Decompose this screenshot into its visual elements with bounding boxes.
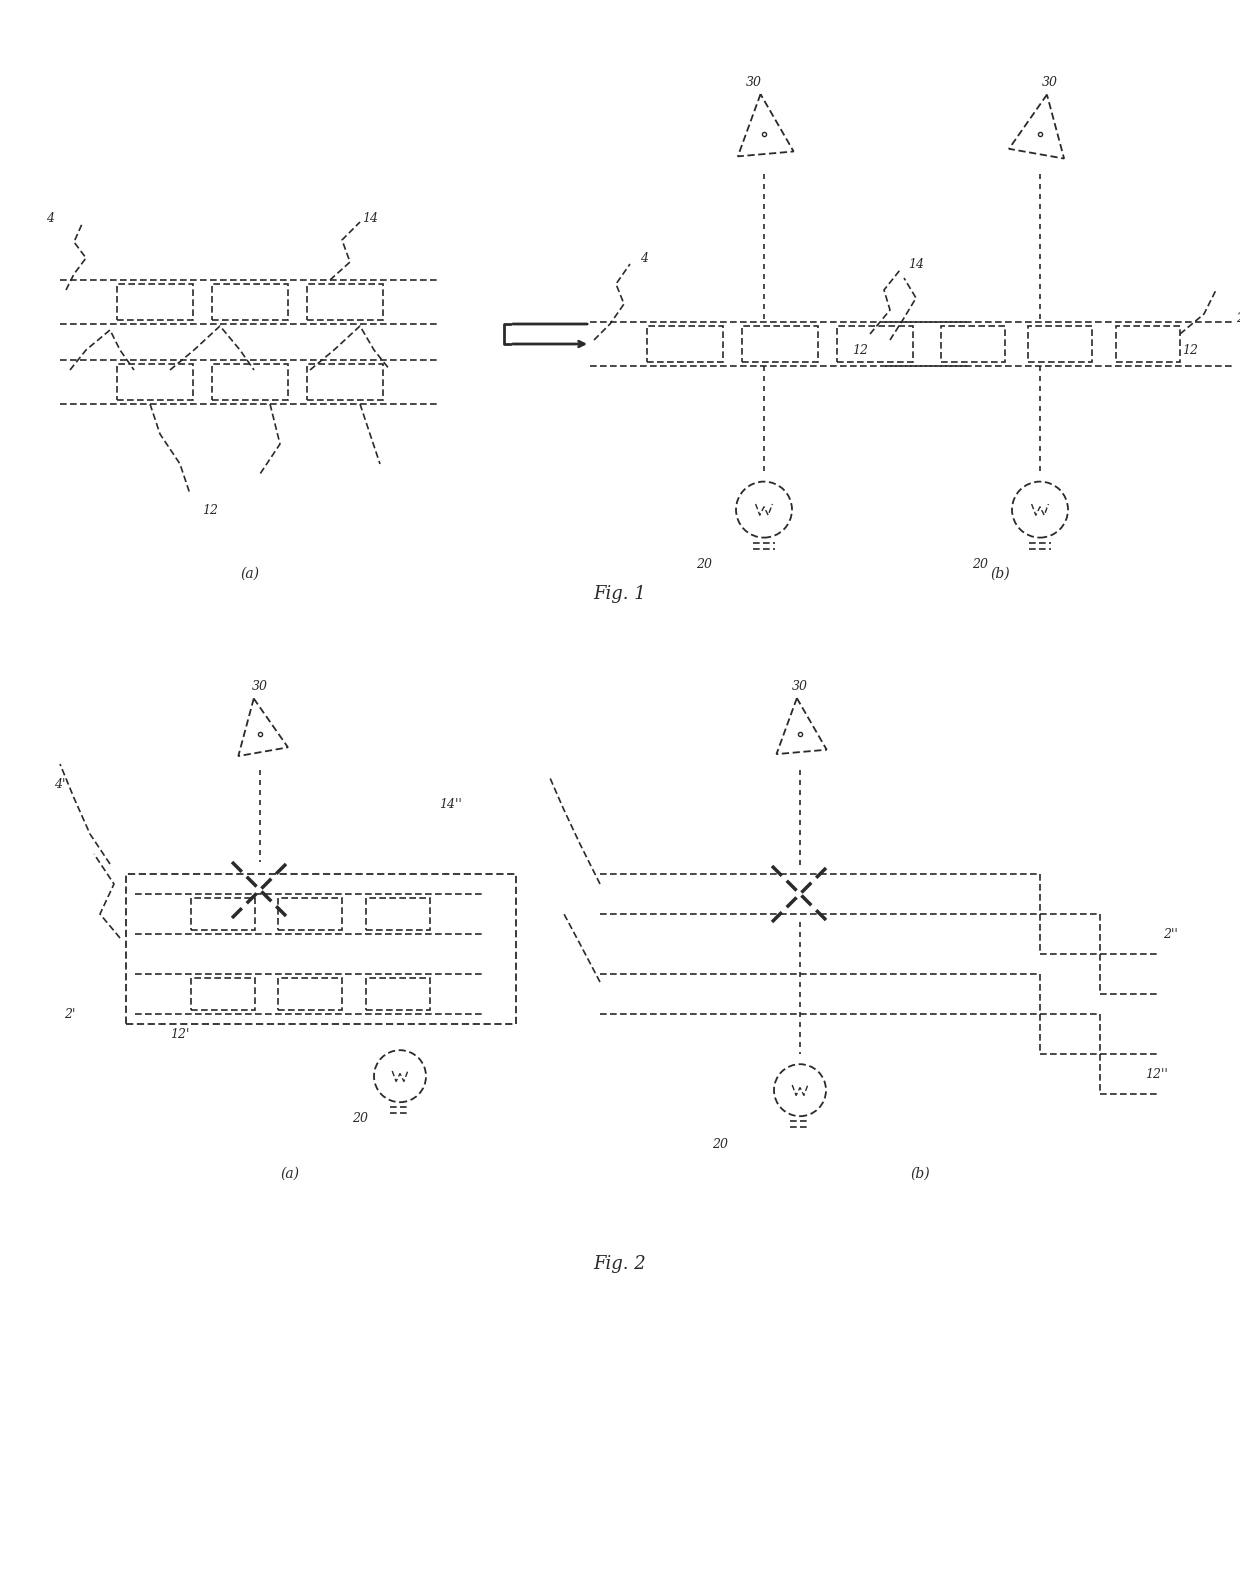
Text: 12: 12 xyxy=(852,343,868,356)
Text: 12'': 12'' xyxy=(1145,1067,1167,1080)
Bar xyxy=(117,364,193,400)
Text: Fig. 1: Fig. 1 xyxy=(594,586,646,603)
Bar xyxy=(366,977,429,1011)
Bar xyxy=(308,364,383,400)
Bar xyxy=(366,899,429,930)
Text: 2'': 2'' xyxy=(1163,927,1177,941)
Text: (a): (a) xyxy=(280,1166,300,1180)
Text: 2: 2 xyxy=(1236,312,1240,324)
Bar xyxy=(117,283,193,320)
Bar xyxy=(1116,326,1179,362)
Bar xyxy=(126,874,516,1025)
Text: 20: 20 xyxy=(712,1138,728,1151)
Text: 14'': 14'' xyxy=(439,798,461,811)
Text: 20: 20 xyxy=(696,557,712,570)
Bar xyxy=(278,899,342,930)
Text: 2': 2' xyxy=(64,1007,76,1020)
Bar xyxy=(647,326,723,362)
Text: (a): (a) xyxy=(241,567,259,581)
Bar xyxy=(212,364,288,400)
Text: 4: 4 xyxy=(46,211,55,225)
Text: 20: 20 xyxy=(972,557,988,570)
Bar xyxy=(308,283,383,320)
Bar xyxy=(837,326,913,362)
Bar xyxy=(742,326,818,362)
Bar xyxy=(940,326,1004,362)
Text: 4: 4 xyxy=(640,252,649,264)
Text: (b): (b) xyxy=(991,567,1009,581)
Text: (b): (b) xyxy=(910,1166,930,1180)
Text: 12': 12' xyxy=(170,1028,190,1040)
Bar xyxy=(278,977,342,1011)
Bar xyxy=(212,283,288,320)
Text: 30: 30 xyxy=(792,680,808,693)
Bar xyxy=(191,899,254,930)
Text: 14: 14 xyxy=(908,258,924,271)
Bar xyxy=(1028,326,1092,362)
Text: 20: 20 xyxy=(352,1111,368,1124)
Text: Fig. 2: Fig. 2 xyxy=(594,1254,646,1273)
Text: 12: 12 xyxy=(202,504,218,516)
Bar xyxy=(191,977,254,1011)
Text: 30: 30 xyxy=(1042,76,1058,88)
Text: 4': 4' xyxy=(55,778,66,790)
Text: 30: 30 xyxy=(746,76,763,88)
Text: 12: 12 xyxy=(1182,343,1198,356)
Text: 30: 30 xyxy=(252,680,268,693)
Text: 14: 14 xyxy=(362,211,378,225)
